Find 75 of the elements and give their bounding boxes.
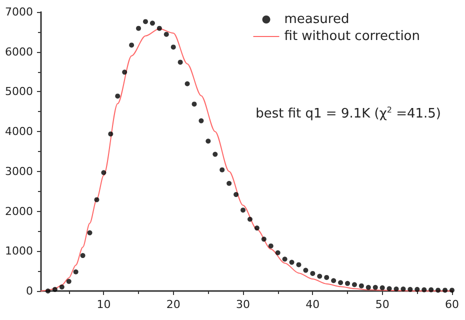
point [345,280,350,286]
point [115,94,120,99]
legend-label: measured [284,12,350,27]
x-tick-label: 50 [375,298,390,311]
point [358,283,364,288]
point [150,20,155,26]
point [45,288,50,294]
point [317,274,322,279]
point [352,282,357,288]
point [184,81,190,86]
point [303,268,308,273]
point [94,197,100,202]
point [372,284,378,290]
point [414,286,420,292]
y-tick-label: 0 [26,284,33,298]
x-tick-label: 10 [96,298,111,311]
point [436,288,441,293]
point [442,288,448,293]
x-tick-label: 30 [236,298,250,311]
point [254,226,260,231]
legend-label: fit without correction [284,29,420,44]
point [212,152,218,157]
point [394,286,399,292]
point [108,131,114,136]
point [408,286,413,292]
point [198,118,204,124]
point [380,285,385,290]
point [261,236,266,242]
point [136,26,142,31]
point [129,42,134,48]
point [122,70,128,75]
y-tick-label: 5000 [5,85,33,98]
x-tick-label: 60 [445,298,459,311]
y-tick-label: 2000 [5,204,33,218]
y-tick-label: 4000 [5,125,33,138]
point [338,280,344,286]
point [366,284,371,290]
point [73,269,78,274]
point [66,278,72,284]
point [247,216,252,222]
point [59,284,64,290]
point [282,256,288,262]
point [156,26,162,31]
point [428,287,434,292]
point [275,250,280,256]
point [101,170,106,176]
point [87,230,92,236]
y-tick-label: 7000 [5,6,33,18]
point [296,262,302,268]
point [206,138,211,144]
point [324,274,330,280]
point [234,192,239,198]
point [268,243,274,248]
point [400,286,406,292]
point [289,260,294,265]
y-tick-label: 6000 [5,45,33,58]
point [164,32,169,37]
point [192,102,197,107]
x-tick-label: 20 [166,298,180,311]
point [220,167,225,172]
point [386,286,392,292]
point [178,60,183,65]
point [80,253,86,258]
point [52,286,58,292]
point [240,208,246,213]
x-tick-label: 40 [306,298,320,311]
point [331,278,336,284]
point [450,288,454,293]
y-tick-label: 3000 [5,164,33,178]
y-tick-label: 1000 [5,244,33,258]
point [142,19,148,24]
point [170,44,176,50]
point [226,180,232,186]
point [422,287,427,292]
point [310,270,316,276]
